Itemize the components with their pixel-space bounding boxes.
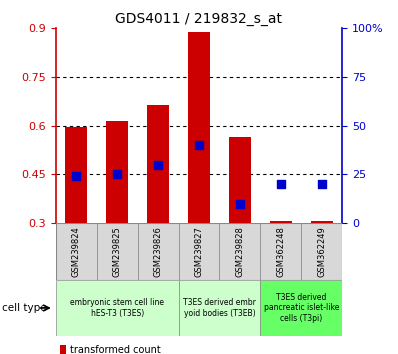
Bar: [179, 280, 260, 336]
Text: GSM362249: GSM362249: [317, 226, 326, 277]
Text: GSM362248: GSM362248: [276, 226, 285, 277]
Text: T3ES derived embr
yoid bodies (T3EB): T3ES derived embr yoid bodies (T3EB): [183, 298, 256, 318]
Bar: [260, 223, 301, 280]
Text: T3ES derived
pancreatic islet-like
cells (T3pi): T3ES derived pancreatic islet-like cells…: [263, 293, 339, 323]
Bar: [56, 223, 97, 280]
Point: [114, 172, 120, 177]
Text: GSM239824: GSM239824: [72, 226, 81, 277]
Text: embryonic stem cell line
hES-T3 (T3ES): embryonic stem cell line hES-T3 (T3ES): [70, 298, 164, 318]
Point: [155, 162, 161, 167]
Bar: [219, 223, 260, 280]
Bar: [260, 280, 342, 336]
Point: [319, 181, 325, 187]
Bar: [301, 223, 342, 280]
Text: GSM239826: GSM239826: [154, 226, 162, 277]
Bar: [138, 223, 179, 280]
Text: GSM239827: GSM239827: [195, 226, 203, 277]
Title: GDS4011 / 219832_s_at: GDS4011 / 219832_s_at: [115, 12, 283, 26]
Bar: [269, 221, 292, 223]
Point: [237, 201, 243, 206]
Bar: [179, 223, 219, 280]
Bar: [229, 137, 251, 223]
Text: transformed count: transformed count: [70, 346, 160, 354]
Point: [278, 181, 284, 187]
Point: [73, 173, 79, 179]
Bar: [188, 32, 210, 223]
Point: [196, 142, 202, 148]
Bar: [310, 221, 333, 223]
Bar: [106, 121, 129, 223]
Text: cell type: cell type: [2, 303, 47, 313]
Bar: [97, 223, 138, 280]
Bar: [147, 104, 169, 223]
Bar: [65, 127, 88, 223]
Text: GSM239828: GSM239828: [236, 226, 244, 277]
Text: GSM239825: GSM239825: [113, 226, 122, 277]
Bar: [56, 280, 179, 336]
